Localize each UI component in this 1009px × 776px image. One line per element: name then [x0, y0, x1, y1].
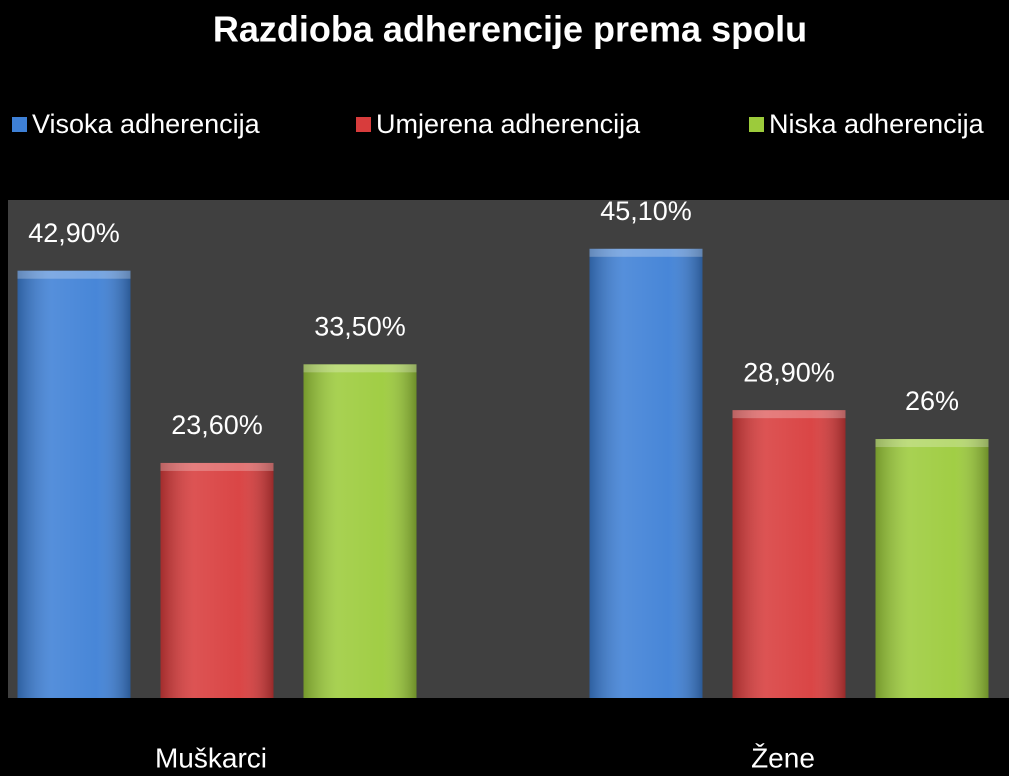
bar-shade [303, 364, 417, 698]
value-label: 45,10% [600, 196, 692, 226]
bar-shade [732, 410, 846, 698]
bar-shade [589, 248, 703, 698]
bar-cap [303, 364, 417, 373]
value-label: 28,90% [743, 357, 835, 387]
value-label: 42,90% [28, 218, 120, 248]
bar-cap [732, 410, 846, 419]
legend-marker [356, 117, 371, 132]
legend-marker [12, 117, 27, 132]
x-tick-label: Muškarci [155, 742, 267, 773]
legend-label: Visoka adherencija [32, 109, 261, 139]
plot-area [8, 200, 1009, 698]
bar-cap [875, 439, 989, 448]
bar-cap [17, 270, 131, 279]
legend-label: Umjerena adherencija [376, 109, 641, 139]
value-label: 23,60% [171, 410, 263, 440]
legend-label: Niska adherencija [769, 109, 985, 139]
bar-cap [160, 462, 274, 471]
bar-shade [160, 462, 274, 698]
x-tick-label: Žene [751, 742, 815, 773]
bar-shade [17, 270, 131, 698]
chart-title: Razdioba adherencije prema spolu [213, 9, 807, 50]
value-label: 33,50% [314, 311, 406, 341]
legend-marker [749, 117, 764, 132]
bar-cap [589, 248, 703, 257]
value-label: 26% [905, 386, 959, 416]
bar-shade [875, 439, 989, 698]
